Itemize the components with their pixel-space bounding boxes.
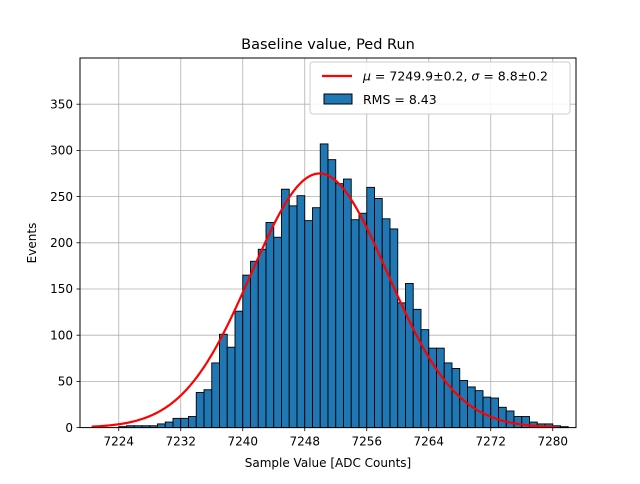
y-axis-label: Events <box>25 223 39 264</box>
histogram-bar <box>319 143 329 429</box>
fit-curve-group <box>91 172 557 429</box>
x-tick-label: 7240 <box>227 435 258 449</box>
histogram-bar <box>257 248 267 429</box>
histogram-bar <box>436 347 445 429</box>
y-tick-label: 0 <box>65 421 73 435</box>
histogram-bar <box>397 302 406 429</box>
histogram-bar <box>343 178 352 429</box>
legend-hist-label: RMS = 8.43 <box>363 92 437 107</box>
histogram-bar <box>358 212 368 429</box>
histogram-bar <box>288 205 298 429</box>
histogram-bar <box>490 397 499 429</box>
histogram-bar <box>498 406 507 429</box>
histogram-bar <box>389 228 399 429</box>
histogram-bar <box>374 197 383 429</box>
histogram-bar <box>242 274 251 429</box>
y-axis-ticks: 0 50 100 150 200 250 300 350 <box>50 97 80 435</box>
y-tick-label: 350 <box>50 97 73 111</box>
legend-hist-patch <box>323 93 353 105</box>
legend-sigma-value: = 8.8±0.2 <box>479 69 548 84</box>
histogram-bar <box>296 195 306 429</box>
histogram-bar <box>211 362 220 429</box>
x-tick-label: 7272 <box>475 435 506 449</box>
histogram-bar <box>412 308 422 429</box>
histogram-bar <box>482 396 492 429</box>
x-tick-label: 7232 <box>165 435 196 449</box>
histogram-bar <box>226 346 236 429</box>
legend-mu-value: = 7249.9±0.2, <box>371 69 471 84</box>
legend-box <box>309 61 571 115</box>
chart-title: Baseline value, Ped Run <box>241 37 415 53</box>
histogram-bar <box>312 207 321 429</box>
histogram-bar <box>180 417 189 429</box>
y-tick-label: 200 <box>50 236 73 250</box>
histogram-bar <box>172 417 182 429</box>
x-axis-label: Sample Value [ADC Counts] <box>245 456 411 470</box>
x-tick-label: 7248 <box>289 435 320 449</box>
histogram-bar <box>250 260 259 429</box>
y-tick-label: 150 <box>50 282 73 296</box>
x-tick-label: 7264 <box>413 435 444 449</box>
histogram-bar <box>335 183 344 429</box>
histogram-bar <box>405 283 414 429</box>
histogram-bar <box>188 416 197 429</box>
y-tick-label: 50 <box>58 375 73 389</box>
histogram-bar <box>304 220 313 429</box>
histogram-bar <box>505 410 515 429</box>
histogram-bar <box>327 159 337 429</box>
legend: μ = 7249.9±0.2, σ = 8.8±0.2 RMS = 8.43 <box>309 61 571 115</box>
gaussian-fit-curve <box>91 172 557 429</box>
histogram-bar <box>381 218 391 429</box>
histogram-bar <box>451 368 461 429</box>
histogram-bars <box>118 143 569 429</box>
histogram-bar <box>164 421 174 429</box>
histogram-bar <box>443 362 453 429</box>
x-tick-label: 7224 <box>103 435 134 449</box>
histogram-bar <box>513 416 523 429</box>
legend-sigma-symbol: σ <box>471 69 480 84</box>
legend-mu-symbol: μ <box>362 69 371 84</box>
y-tick-label: 300 <box>50 144 73 158</box>
histogram-bar <box>459 380 468 429</box>
x-tick-label: 7280 <box>537 435 568 449</box>
x-axis-ticks: 7224 7232 7240 7248 7256 7264 7272 7280 <box>103 427 568 449</box>
histogram-bar <box>219 333 228 429</box>
histogram-bar <box>234 310 244 429</box>
legend-fit-label: μ = 7249.9±0.2, σ = 8.8±0.2 <box>362 69 548 84</box>
histogram-bar <box>203 389 213 429</box>
histogram-bar <box>157 423 166 429</box>
histogram-bar <box>195 392 205 429</box>
histogram-bar <box>273 236 282 429</box>
histogram-bar <box>350 219 360 429</box>
histogram-bar <box>281 188 290 429</box>
x-tick-label: 7256 <box>351 435 382 449</box>
histogram-bar <box>265 222 275 429</box>
y-tick-label: 100 <box>50 328 73 342</box>
y-tick-label: 250 <box>50 190 73 204</box>
histogram-bar <box>366 186 375 429</box>
